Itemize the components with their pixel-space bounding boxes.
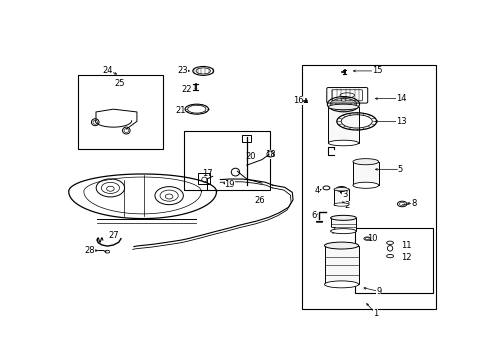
Ellipse shape <box>324 242 358 249</box>
Ellipse shape <box>363 237 370 240</box>
Text: 4: 4 <box>314 186 319 195</box>
Ellipse shape <box>331 103 336 105</box>
Bar <box>352 162 378 185</box>
Text: 19: 19 <box>224 180 235 189</box>
Bar <box>324 246 358 284</box>
Text: 25: 25 <box>114 79 125 88</box>
Text: 8: 8 <box>410 199 415 208</box>
Ellipse shape <box>336 186 346 192</box>
Ellipse shape <box>327 104 358 110</box>
Text: 16: 16 <box>292 95 303 104</box>
Text: 13: 13 <box>395 117 406 126</box>
Text: 26: 26 <box>254 196 265 205</box>
Bar <box>333 189 348 204</box>
Text: 20: 20 <box>245 152 255 161</box>
Text: 3: 3 <box>341 190 346 199</box>
Ellipse shape <box>397 201 406 207</box>
Ellipse shape <box>330 229 356 234</box>
Bar <box>301 66 435 309</box>
Ellipse shape <box>327 140 358 146</box>
Text: 24: 24 <box>102 66 112 75</box>
Text: 27: 27 <box>108 230 119 239</box>
Text: 21: 21 <box>175 106 186 115</box>
Text: 7: 7 <box>330 227 335 236</box>
Text: 15: 15 <box>371 66 382 75</box>
Text: 5: 5 <box>397 165 402 174</box>
Text: 18: 18 <box>265 150 275 158</box>
Text: 17: 17 <box>202 169 212 178</box>
Text: 2: 2 <box>344 201 349 210</box>
Text: 11: 11 <box>401 241 411 250</box>
Ellipse shape <box>386 246 392 251</box>
Ellipse shape <box>330 215 356 220</box>
Text: 22: 22 <box>181 85 191 94</box>
Bar <box>242 135 251 143</box>
Ellipse shape <box>326 96 359 112</box>
Ellipse shape <box>386 255 393 258</box>
Text: 9: 9 <box>375 287 381 296</box>
Text: 10: 10 <box>366 234 376 243</box>
Text: 23: 23 <box>178 66 188 75</box>
Text: 6: 6 <box>311 211 316 220</box>
Ellipse shape <box>341 107 345 109</box>
Bar <box>354 228 432 293</box>
Text: 28: 28 <box>84 246 95 255</box>
Ellipse shape <box>352 159 378 165</box>
Ellipse shape <box>386 241 393 244</box>
Bar <box>78 75 163 149</box>
Ellipse shape <box>352 182 378 188</box>
Bar <box>330 218 356 231</box>
Bar <box>327 107 358 143</box>
Text: 12: 12 <box>401 253 411 262</box>
Ellipse shape <box>341 99 345 101</box>
Text: 1: 1 <box>372 309 378 318</box>
Ellipse shape <box>333 203 348 206</box>
Text: 14: 14 <box>395 94 406 103</box>
Ellipse shape <box>333 188 348 191</box>
Bar <box>184 131 269 190</box>
Ellipse shape <box>323 186 329 190</box>
Ellipse shape <box>324 281 358 288</box>
Bar <box>198 173 210 184</box>
Ellipse shape <box>350 103 354 105</box>
